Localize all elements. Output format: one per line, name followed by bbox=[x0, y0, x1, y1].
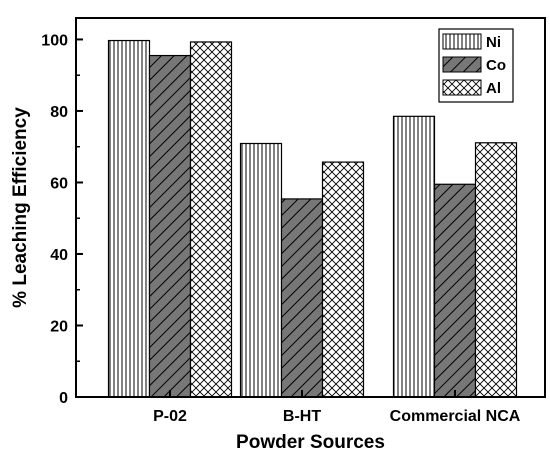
y-tick-label: 60 bbox=[50, 175, 68, 192]
legend-label-ni: Ni bbox=[486, 34, 501, 51]
legend-swatch-al bbox=[442, 79, 482, 96]
bars-group bbox=[107, 39, 518, 398]
bar-co-0 bbox=[148, 54, 192, 398]
bar-ni-1 bbox=[239, 142, 283, 398]
legend-label-al: Al bbox=[486, 80, 501, 97]
bar-co-1 bbox=[280, 198, 324, 398]
y-tick-label: 20 bbox=[50, 318, 68, 335]
y-axis-title: % Leaching Efficiency bbox=[10, 107, 31, 308]
x-tick-label: Commercial NCA bbox=[390, 408, 521, 425]
legend-swatch-ni bbox=[442, 33, 482, 50]
y-tick-label: 40 bbox=[50, 247, 68, 264]
legend: Ni Co Al bbox=[438, 28, 514, 103]
bar-al-1 bbox=[321, 161, 365, 398]
x-tick-label: P-02 bbox=[153, 408, 187, 425]
x-axis-title: Powder Sources bbox=[236, 432, 385, 453]
legend-swatch-co bbox=[442, 56, 482, 73]
y-tick-label: 100 bbox=[41, 32, 68, 49]
x-tick-label: B-HT bbox=[283, 408, 321, 425]
y-tick-label: 80 bbox=[50, 104, 68, 121]
bar-al-0 bbox=[189, 41, 233, 398]
x-axis-ticks: P-02 B-HT Commercial NCA bbox=[153, 390, 521, 425]
plot-frame bbox=[75, 17, 546, 398]
bar-ni-2 bbox=[392, 115, 436, 398]
y-axis-ticks: 0 20 40 60 80 100 bbox=[41, 32, 83, 407]
legend-label-co: Co bbox=[486, 57, 506, 74]
y-tick-label: 0 bbox=[59, 390, 68, 407]
bar-ni-0 bbox=[107, 39, 151, 398]
bar-co-2 bbox=[433, 183, 477, 398]
bar-al-2 bbox=[474, 142, 518, 398]
